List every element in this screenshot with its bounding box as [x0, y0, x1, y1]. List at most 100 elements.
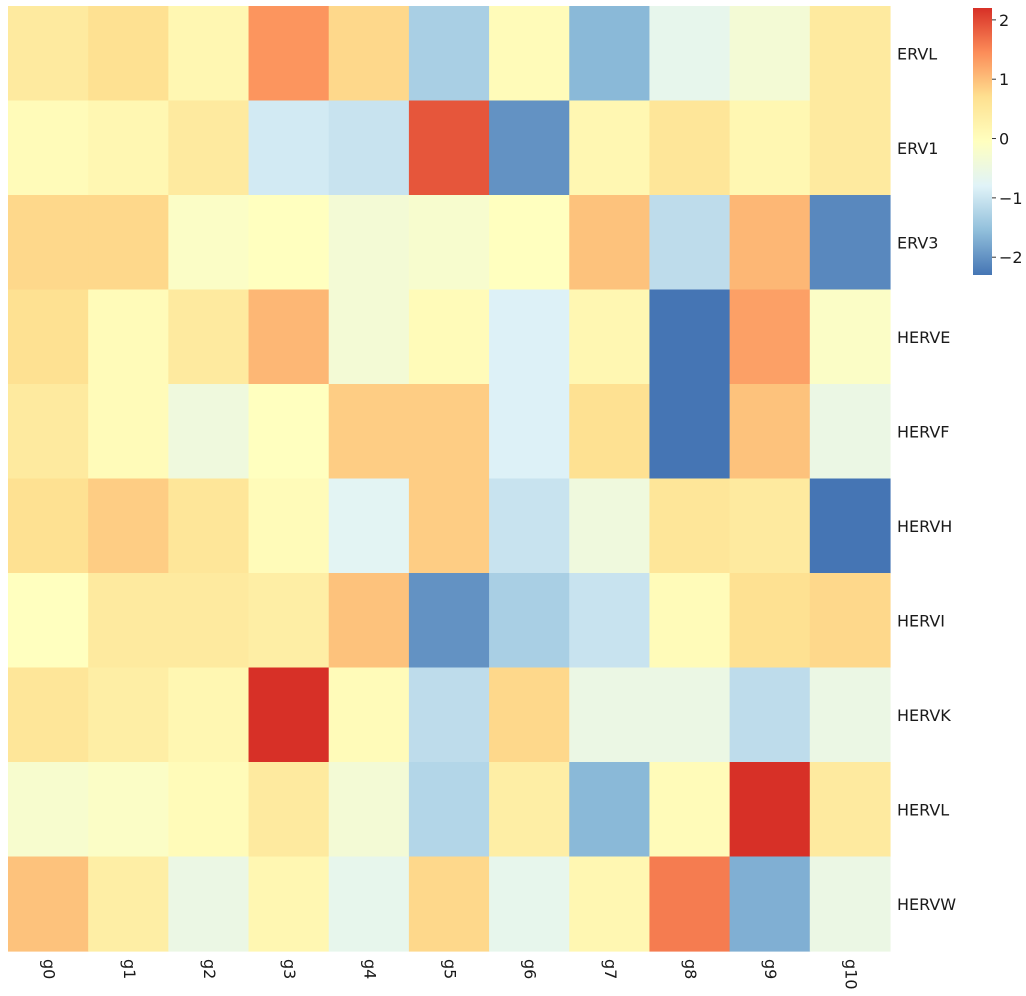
row-label-HERVL: HERVL [897, 800, 949, 819]
heatmap-cell-HERVK-g0 [8, 667, 89, 763]
column-label-g6: g6 [521, 959, 540, 979]
heatmap-cells [8, 6, 891, 952]
heatmap-cell-ERV3-g3 [248, 195, 330, 291]
heatmap-cell-HERVL-g10 [809, 762, 891, 858]
heatmap-cell-HERVE-g2 [168, 289, 250, 385]
heatmap-cell-HERVI-g0 [8, 573, 89, 669]
heatmap-cell-HERVW-g8 [649, 856, 731, 952]
heatmap-cell-HERVL-g0 [8, 762, 89, 858]
heatmap-cell-HERVW-g7 [569, 856, 651, 952]
heatmap-cell-HERVF-g8 [649, 384, 731, 480]
colorbar-ticks: 2 1 0 −1 −2 [992, 11, 1023, 267]
heatmap-cell-HERVI-g9 [729, 573, 811, 669]
heatmap-cell-HERVL-g1 [88, 762, 169, 858]
heatmap-cell-ERV1-g2 [168, 100, 250, 196]
heatmap-cell-HERVH-g9 [729, 478, 811, 574]
heatmap-cell-HERVE-g1 [88, 289, 169, 385]
heatmap-cell-ERVL-g7 [569, 6, 651, 102]
heatmap-cell-HERVI-g10 [809, 573, 891, 669]
heatmap-cell-HERVI-g8 [649, 573, 731, 669]
heatmap-cell-ERV3-g10 [809, 195, 891, 291]
heatmap-cell-ERVL-g6 [489, 6, 570, 102]
row-label-HERVK: HERVK [897, 706, 951, 725]
column-label-g2: g2 [200, 959, 219, 979]
heatmap-cell-ERVL-g3 [248, 6, 330, 102]
heatmap-cell-HERVK-g10 [809, 667, 891, 763]
heatmap-cell-HERVH-g10 [809, 478, 891, 574]
heatmap-cell-HERVF-g10 [809, 384, 891, 480]
row-label-HERVW: HERVW [897, 895, 956, 914]
heatmap-cell-ERV3-g4 [328, 195, 410, 291]
heatmap-cell-HERVI-g5 [408, 573, 490, 669]
heatmap-cell-ERV1-g10 [809, 100, 891, 196]
heatmap-cell-HERVW-g2 [168, 856, 250, 952]
heatmap-cell-HERVH-g1 [88, 478, 169, 574]
heatmap-cell-HERVH-g7 [569, 478, 651, 574]
heatmap-cell-ERV1-g3 [248, 100, 330, 196]
heatmap-cell-HERVW-g10 [809, 856, 891, 952]
colorbar-tick-label--2: −2 [999, 248, 1023, 267]
column-label-g8: g8 [681, 959, 700, 979]
heatmap-cell-HERVH-g5 [408, 478, 490, 574]
heatmap-cell-HERVL-g8 [649, 762, 731, 858]
column-label-g1: g1 [120, 959, 139, 979]
heatmap-cell-HERVF-g6 [489, 384, 570, 480]
heatmap-cell-ERV3-g9 [729, 195, 811, 291]
heatmap-cell-ERV3-g0 [8, 195, 89, 291]
row-label-HERVI: HERVI [897, 611, 945, 630]
heatmap-cell-HERVI-g4 [328, 573, 410, 669]
heatmap-cell-ERV3-g8 [649, 195, 731, 291]
heatmap-cell-HERVK-g5 [408, 667, 490, 763]
row-label-ERV3: ERV3 [897, 233, 938, 252]
column-label-g5: g5 [440, 959, 459, 979]
colorbar-gradient [973, 8, 992, 275]
row-label-ERV1: ERV1 [897, 139, 938, 158]
heatmap-cell-HERVK-g7 [569, 667, 651, 763]
heatmap-cell-ERV1-g9 [729, 100, 811, 196]
heatmap-cell-HERVE-g5 [408, 289, 490, 385]
heatmap-cell-ERVL-g2 [168, 6, 250, 102]
heatmap-cell-HERVF-g2 [168, 384, 250, 480]
heatmap-cell-HERVL-g7 [569, 762, 651, 858]
heatmap-cell-HERVL-g4 [328, 762, 410, 858]
heatmap-cell-HERVH-g3 [248, 478, 330, 574]
heatmap-cell-ERVL-g10 [809, 6, 891, 102]
heatmap-cell-ERV1-g8 [649, 100, 731, 196]
heatmap-cell-HERVE-g8 [649, 289, 731, 385]
heatmap-cell-HERVE-g9 [729, 289, 811, 385]
heatmap-cell-HERVH-g8 [649, 478, 731, 574]
heatmap-cell-ERVL-g5 [408, 6, 490, 102]
row-labels: ERVL ERV1 ERV3 HERVE HERVF HERVH HERVI HERVK HER… [897, 44, 956, 914]
heatmap-cell-HERVI-g2 [168, 573, 250, 669]
heatmap-cell-ERV1-g7 [569, 100, 651, 196]
heatmap-cell-ERV3-g5 [408, 195, 490, 291]
heatmap-cell-HERVK-g8 [649, 667, 731, 763]
column-labels: g0 g1 g2 g3 g4 g5 g6 g7 g8 g9 g10 [40, 959, 861, 990]
heatmap-cell-ERV3-g7 [569, 195, 651, 291]
heatmap-cell-HERVI-g6 [489, 573, 570, 669]
heatmap-cell-HERVW-g5 [408, 856, 490, 952]
heatmap-cell-HERVW-g4 [328, 856, 410, 952]
heatmap-cell-ERV3-g2 [168, 195, 250, 291]
heatmap-cell-HERVF-g1 [88, 384, 169, 480]
heatmap-cell-HERVF-g9 [729, 384, 811, 480]
heatmap-cell-HERVE-g7 [569, 289, 651, 385]
heatmap-cell-HERVI-g3 [248, 573, 330, 669]
heatmap-cell-HERVL-g3 [248, 762, 330, 858]
heatmap-cell-ERV3-g1 [88, 195, 169, 291]
row-label-HERVE: HERVE [897, 328, 950, 347]
heatmap-cell-HERVL-g9 [729, 762, 811, 858]
heatmap-cell-HERVF-g3 [248, 384, 330, 480]
colorbar: 2 1 0 −1 −2 [973, 8, 1023, 275]
heatmap-cell-HERVI-g1 [88, 573, 169, 669]
heatmap-cell-ERVL-g0 [8, 6, 89, 102]
colorbar-tick-label-2: 2 [999, 11, 1009, 30]
heatmap-cell-HERVW-g1 [88, 856, 169, 952]
heatmap-cell-HERVW-g9 [729, 856, 811, 952]
heatmap-cell-HERVW-g3 [248, 856, 330, 952]
heatmap-cell-ERV1-g0 [8, 100, 89, 196]
column-label-g4: g4 [360, 959, 379, 979]
heatmap-cell-HERVK-g1 [88, 667, 169, 763]
heatmap-cell-HERVE-g10 [809, 289, 891, 385]
colorbar-tick-label-1: 1 [999, 70, 1009, 89]
